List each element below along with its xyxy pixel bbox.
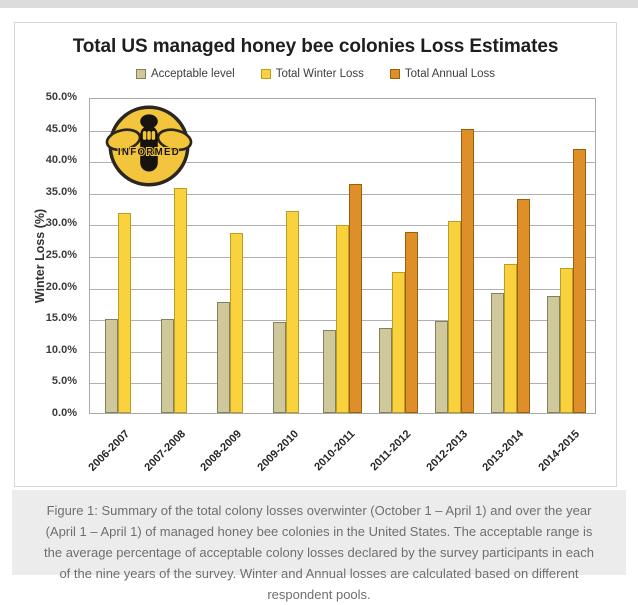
x-tick-label: 2006-2007	[85, 428, 132, 474]
bar-total-winter-loss-2006-2007	[118, 213, 132, 413]
legend-label: Total Annual Loss	[404, 68, 496, 80]
bee-informed-logo: INFORMED	[105, 102, 193, 190]
y-tick-label: 30.0%	[45, 217, 77, 230]
legend-item-total-winter-loss: Total Winter Loss	[260, 68, 364, 80]
bee-logo-svg: INFORMED	[105, 105, 193, 187]
bar-total-winter-loss-2013-2014	[504, 264, 518, 413]
bar-total-winter-loss-2012-2013	[448, 221, 462, 413]
bar-group-2007-2008	[146, 99, 202, 413]
bar-total-winter-loss-2009-2010	[286, 210, 300, 413]
bar-acceptable-level-2009-2010	[273, 321, 287, 413]
bar-total-winter-loss-2008-2009	[230, 233, 244, 413]
bar-total-annual-loss-2010-2011	[348, 184, 362, 413]
x-tick-label: 2009-2010	[254, 428, 301, 474]
bar-total-annual-loss-2013-2014	[517, 198, 531, 413]
x-tick-label: 2012-2013	[423, 428, 470, 474]
y-tick-label: 0.0%	[51, 407, 77, 419]
y-axis-ticks: 50.0% 45.0% 40.0% 35.0% 30.0% 25.0% 20.0% 15.0%…	[15, 91, 83, 419]
chart-title: Total US managed honey bee colonies Loss…	[72, 36, 559, 57]
bar-total-winter-loss-2011-2012	[392, 271, 406, 413]
gridline	[90, 130, 595, 132]
bar-acceptable-level-2013-2014	[491, 293, 505, 413]
bars	[90, 99, 595, 413]
legend-item-total-annual-loss: Total Annual Loss	[389, 68, 496, 80]
y-tick-label: 15.0%	[45, 312, 77, 325]
bar-group-2013-2014	[483, 99, 539, 413]
bar-group-2010-2011	[314, 99, 370, 413]
bar-acceptable-level-2011-2012	[379, 327, 393, 413]
gridline	[90, 193, 595, 195]
y-tick-label: 25.0%	[45, 249, 77, 261]
bee-stripes-icon	[142, 131, 156, 140]
legend-label: Total Winter Loss	[275, 68, 364, 80]
bar-group-2006-2007	[90, 99, 146, 413]
bar-group-2011-2012	[371, 99, 427, 413]
x-tick-label: 2008-2009	[198, 428, 245, 474]
bar-group-2014-2015	[539, 99, 595, 413]
gridline	[90, 162, 595, 164]
y-tick-label: 5.0%	[51, 375, 77, 388]
bar-acceptable-level-2008-2009	[217, 302, 231, 413]
legend-swatch	[389, 69, 400, 79]
x-tick-label: 2013-2014	[480, 428, 526, 474]
x-tick-label: 2011-2012	[368, 428, 414, 474]
x-tick-label: 2010-2011	[311, 428, 357, 474]
chart-card: Total US managed honey bee colonies Loss…	[14, 22, 617, 487]
bee-wings-icon	[105, 128, 193, 152]
chart-legend: Acceptable level Total Winter Loss Total A…	[15, 68, 616, 80]
legend-swatch	[135, 69, 146, 79]
bar-total-winter-loss-2010-2011	[335, 225, 349, 413]
bar-total-winter-loss-2007-2008	[174, 188, 188, 413]
bar-total-annual-loss-2014-2015	[573, 148, 587, 413]
bar-group-2008-2009	[202, 99, 258, 413]
plot-area-wrap: Winter Loss (%) 50.0% 45.0% 40.0% 35.0% 30.0…	[15, 23, 618, 488]
bar-total-winter-loss-2014-2015	[560, 267, 574, 413]
legend-label: Acceptable level	[150, 68, 235, 80]
bar-acceptable-level-2014-2015	[547, 295, 561, 413]
top-strip	[0, 0, 638, 8]
logo-text: INFORMED	[118, 147, 180, 158]
legend-swatch	[260, 69, 271, 79]
bar-acceptable-level-2010-2011	[322, 330, 336, 413]
y-tick-label: 45.0%	[45, 122, 77, 135]
bar-acceptable-level-2012-2013	[435, 321, 449, 413]
bar-group-2012-2013	[427, 99, 483, 413]
bee-head-icon	[140, 114, 158, 129]
x-tick-label: 2007-2008	[142, 428, 188, 474]
x-tick-label: 2014-2015	[536, 428, 583, 474]
x-axis-labels: 2006-2007 2007-2008 2008-2009 2009-2010 2010…	[85, 418, 596, 488]
figure-caption: Figure 1: Summary of the total colony lo…	[12, 490, 626, 602]
legend-item-acceptable-level: Acceptable level	[135, 68, 235, 80]
bar-acceptable-level-2007-2008	[161, 318, 175, 413]
y-tick-label: 20.0%	[45, 280, 77, 293]
y-tick-label: 10.0%	[45, 343, 77, 356]
bar-acceptable-level-2006-2007	[105, 318, 119, 413]
bar-group-2009-2010	[258, 99, 314, 413]
y-tick-label: 50.0%	[45, 91, 77, 103]
bar-total-annual-loss-2012-2013	[461, 129, 475, 413]
bar-total-annual-loss-2011-2012	[405, 231, 419, 413]
y-tick-label: 35.0%	[45, 185, 77, 198]
y-tick-label: 40.0%	[45, 154, 77, 167]
